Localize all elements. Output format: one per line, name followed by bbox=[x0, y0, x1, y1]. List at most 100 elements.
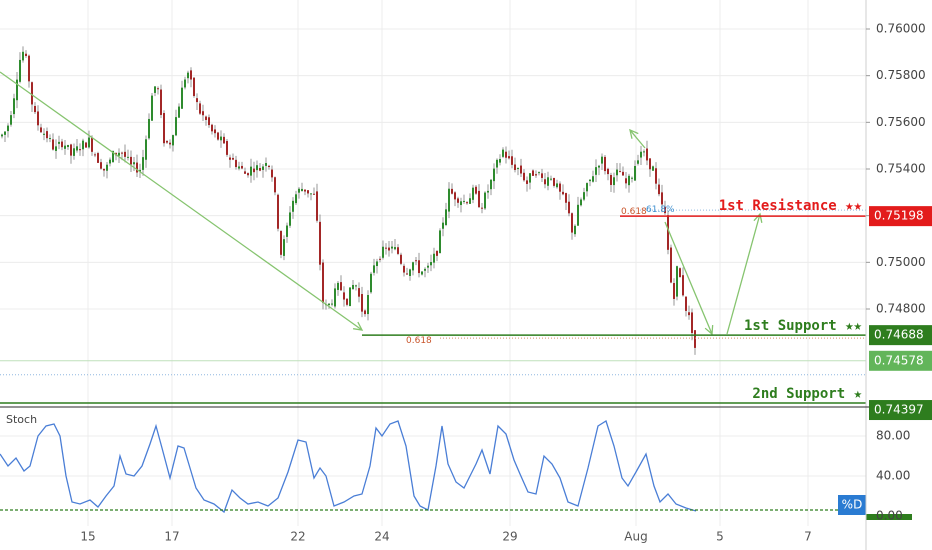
candle-body bbox=[223, 136, 225, 144]
candle-body bbox=[685, 296, 687, 311]
candle-body bbox=[640, 151, 642, 158]
candle-body bbox=[436, 250, 438, 256]
candle-body bbox=[208, 117, 210, 126]
candle-body bbox=[445, 209, 447, 226]
candle-body bbox=[238, 166, 240, 169]
candle-body bbox=[247, 173, 249, 176]
candle-body bbox=[565, 193, 567, 203]
candle-body bbox=[580, 199, 582, 206]
candle-body bbox=[382, 246, 384, 258]
candle-body bbox=[22, 51, 24, 61]
candle-body bbox=[400, 254, 402, 264]
projection-arrow-down-head bbox=[704, 324, 714, 336]
candle-body bbox=[544, 179, 546, 185]
support-2-label: 2nd Support ★ bbox=[752, 386, 862, 402]
current-price-badge-bg bbox=[869, 350, 932, 371]
candle-body bbox=[73, 148, 75, 156]
candle-body bbox=[7, 125, 9, 132]
candle-body bbox=[190, 70, 192, 80]
candle-body bbox=[196, 98, 198, 103]
candle-body bbox=[553, 177, 555, 186]
candle-body bbox=[424, 268, 426, 271]
candle-body bbox=[253, 168, 255, 173]
candle-body bbox=[118, 152, 120, 156]
candle-body bbox=[313, 193, 315, 195]
candle-body bbox=[367, 295, 369, 315]
candle-body bbox=[526, 180, 528, 184]
candle-body bbox=[1, 134, 3, 137]
candle-body bbox=[316, 191, 318, 221]
candle-body bbox=[88, 137, 90, 148]
candle-body bbox=[331, 303, 333, 305]
candle-body bbox=[211, 124, 213, 132]
candle-body bbox=[421, 271, 423, 275]
candle-body bbox=[547, 177, 549, 186]
candle-body bbox=[532, 170, 534, 176]
candle-body bbox=[175, 117, 177, 136]
time-tick-label: 22 bbox=[290, 530, 305, 544]
candle-body bbox=[631, 177, 633, 179]
candle-body bbox=[307, 190, 309, 194]
stoch-tick-label: 40.00 bbox=[876, 469, 910, 483]
candle-body bbox=[259, 168, 261, 171]
candle-body bbox=[268, 165, 270, 168]
candle-body bbox=[229, 157, 231, 160]
support-1-label: 1st Support ★★ bbox=[744, 318, 863, 334]
candle-body bbox=[649, 158, 651, 170]
candle-body bbox=[577, 204, 579, 226]
small-arrow-head bbox=[629, 128, 639, 139]
candle-body bbox=[49, 138, 51, 140]
price-tick-label: 0.75400 bbox=[876, 161, 926, 175]
candle-body bbox=[619, 171, 621, 173]
candle-body bbox=[571, 213, 573, 233]
fib-label: 0.618 bbox=[406, 336, 432, 346]
candle-body bbox=[634, 166, 636, 181]
candle-body bbox=[154, 86, 156, 93]
time-axis[interactable]: 15 17 22 24 29 Aug 5 7 bbox=[80, 530, 811, 544]
support-1-price-badge: 0.74688 bbox=[874, 328, 924, 342]
stoch-series-badge: %D bbox=[842, 498, 863, 512]
candle-body bbox=[622, 171, 624, 176]
candle-body bbox=[250, 166, 252, 176]
candle-body bbox=[322, 262, 324, 303]
price-axis[interactable]: 0.760000.758000.756000.754000.752000.750… bbox=[866, 22, 932, 523]
candle-body bbox=[586, 183, 588, 192]
candle-body bbox=[466, 202, 468, 204]
candle-body bbox=[418, 260, 420, 274]
candle-body bbox=[100, 162, 102, 169]
candle-body bbox=[529, 173, 531, 183]
candle-body bbox=[592, 176, 594, 182]
candle-body bbox=[688, 312, 690, 316]
candle-body bbox=[121, 152, 123, 154]
candle-body bbox=[352, 284, 354, 290]
candle-body bbox=[355, 285, 357, 287]
candle-body bbox=[178, 106, 180, 118]
price-tick-label: 0.75600 bbox=[876, 115, 926, 129]
candle-body bbox=[448, 188, 450, 212]
downtrend-arrow bbox=[0, 71, 363, 331]
candle-body bbox=[607, 168, 609, 175]
candle-body bbox=[604, 156, 606, 172]
candle-body bbox=[556, 183, 558, 188]
candle-body bbox=[106, 164, 108, 171]
candle-body bbox=[643, 151, 645, 153]
candle-body bbox=[457, 198, 459, 203]
candle-body bbox=[286, 225, 288, 237]
horizontal-levels bbox=[0, 209, 866, 404]
candle-body bbox=[214, 129, 216, 134]
time-tick-label: 15 bbox=[80, 530, 95, 544]
candle-body bbox=[574, 225, 576, 235]
time-tick-label: 17 bbox=[164, 530, 179, 544]
candle-body bbox=[217, 132, 219, 140]
candle-body bbox=[439, 230, 441, 254]
candle-body bbox=[265, 163, 267, 166]
candle-body bbox=[472, 187, 474, 200]
candle-body bbox=[133, 162, 135, 165]
resistance-price-badge-bg bbox=[869, 206, 932, 227]
candle-body bbox=[172, 135, 174, 146]
candle-body bbox=[613, 177, 615, 186]
candle-body bbox=[226, 141, 228, 155]
candle-body bbox=[136, 162, 138, 173]
fib-label: 0.618 bbox=[621, 207, 647, 217]
